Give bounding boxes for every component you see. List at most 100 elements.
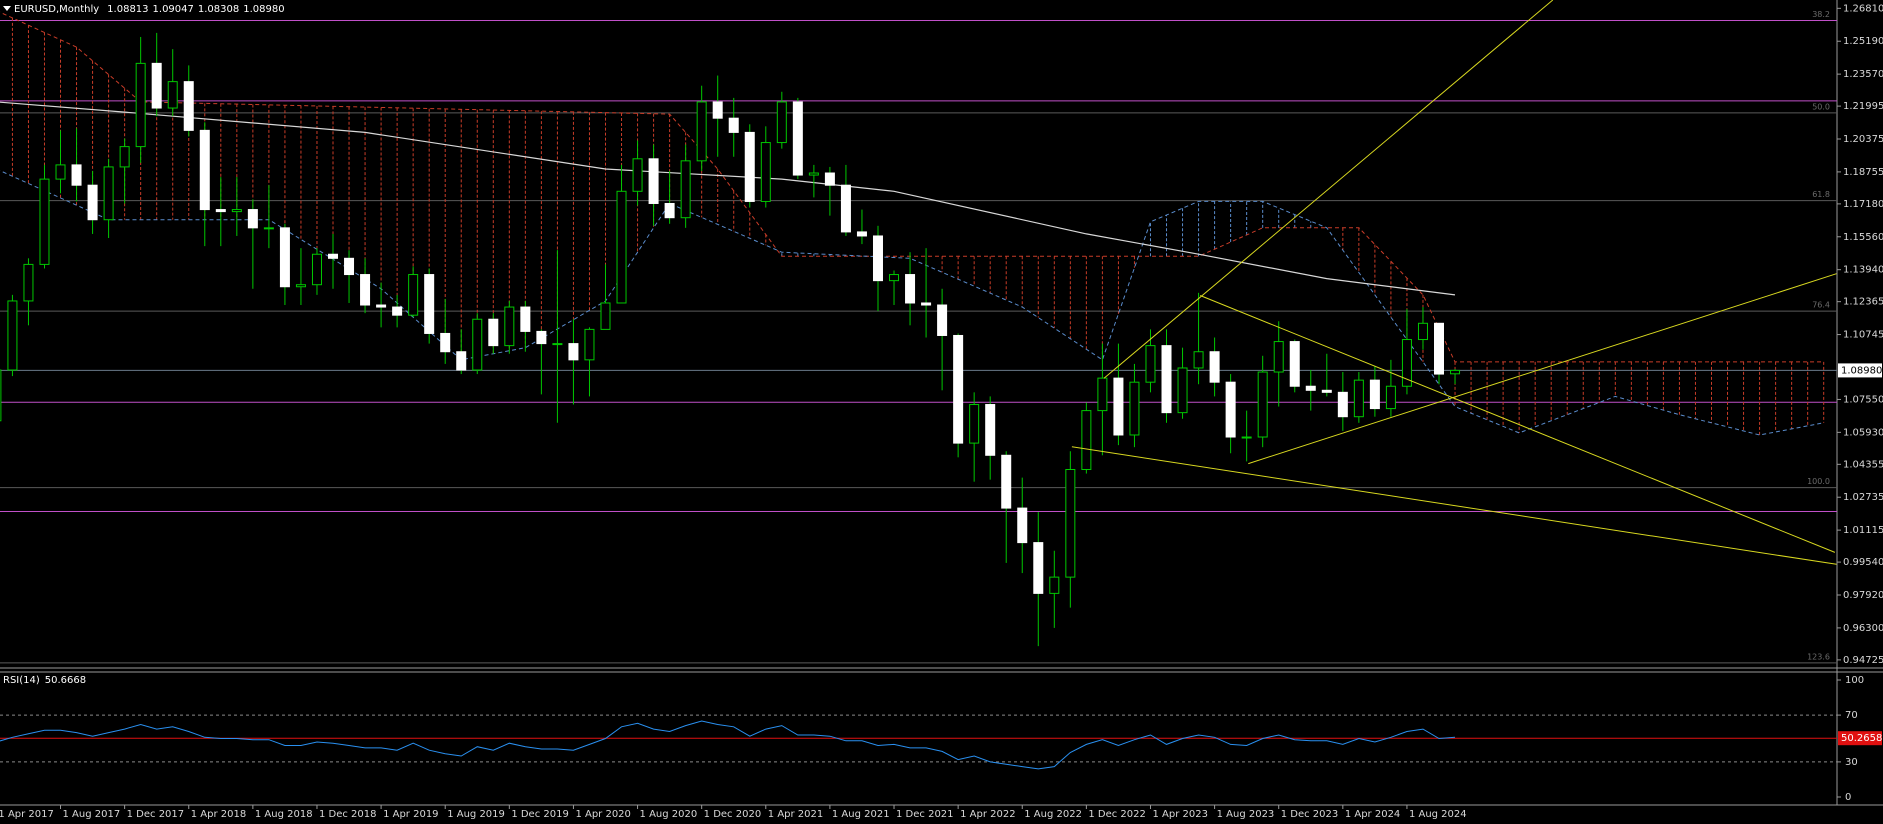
current-price-box: [1838, 363, 1882, 378]
fib-label: 38.2: [1812, 10, 1830, 19]
candle-body: [856, 231, 867, 237]
rsi-marker-box: [1838, 731, 1882, 746]
y-tick-label: 1.04355: [1843, 459, 1883, 470]
candle-body: [344, 257, 355, 276]
y-tick-label: 1.01115: [1843, 525, 1883, 536]
candle-body: [456, 351, 467, 371]
rsi-line: [0, 720, 1456, 770]
candle-body: [328, 253, 339, 259]
candle-body: [1033, 542, 1044, 594]
candle-body: [247, 209, 258, 229]
candle-body: [872, 235, 883, 282]
x-tick-label: 1 Aug 2023: [1217, 809, 1275, 820]
candle-body: [1241, 436, 1252, 439]
candle-body: [472, 318, 483, 371]
candle-body: [119, 146, 130, 168]
quote-high: 1.09047: [153, 4, 194, 15]
candle-body: [199, 129, 210, 211]
x-tick-label: 1 Apr 2019: [383, 809, 438, 820]
menu-arrow[interactable]: [3, 6, 11, 11]
x-tick-label: 1 Aug 2022: [1024, 809, 1082, 820]
x-tick-label: 1 Dec 2017: [127, 809, 185, 820]
y-tick-label: 1.18755: [1843, 167, 1883, 178]
rsi-y-tick-label: 0: [1845, 792, 1851, 803]
rsi-y-tick-label: 100: [1845, 675, 1864, 686]
candle-body: [1113, 377, 1124, 436]
candle-body: [392, 306, 403, 316]
x-tick-label: 1 Dec 2018: [319, 809, 377, 820]
y-tick-label: 1.12365: [1843, 297, 1883, 308]
candle-body: [600, 302, 611, 330]
y-tick-label: 1.07550: [1843, 394, 1883, 405]
candle-body: [1385, 385, 1396, 410]
chart-header: EURUSD,Monthly 1.08813 1.09047 1.08308 1.089…: [14, 4, 285, 15]
symbol-title: EURUSD,Monthly: [14, 4, 99, 15]
y-tick-label: 0.94725: [1843, 655, 1883, 666]
trendline: [1103, 0, 1554, 379]
y-tick-label: 1.13940: [1843, 265, 1883, 276]
rsi-header: RSI(14) 50.6668: [3, 675, 86, 686]
candle-body: [167, 81, 178, 109]
candle-body: [1257, 371, 1268, 438]
candle-body: [664, 202, 675, 219]
candle-body: [87, 184, 98, 221]
x-tick-label: 1 Apr 2017: [0, 809, 54, 820]
x-tick-label: 1 Aug 2020: [640, 809, 698, 820]
candle-body: [1097, 377, 1108, 412]
quote-open: 1.08813: [107, 4, 148, 15]
candle-body: [552, 343, 563, 346]
candle-body: [1193, 351, 1204, 369]
candle-body: [55, 164, 66, 180]
candle-body: [1209, 351, 1220, 383]
candle-body: [440, 332, 451, 353]
rsi-y-tick-label: 70: [1845, 710, 1858, 721]
x-tick-label: 1 Dec 2019: [511, 809, 569, 820]
candle-body: [632, 158, 643, 192]
y-tick-label: 1.02735: [1843, 492, 1883, 503]
trendline: [1071, 446, 1837, 565]
rsi-current: 50.6668: [45, 675, 86, 686]
x-tick-label: 1 Apr 2020: [575, 809, 630, 820]
current-price-label: 1.08980: [1841, 365, 1882, 376]
candle-body: [263, 227, 274, 230]
candle-body: [295, 284, 306, 288]
candle-body: [151, 62, 162, 109]
candle-body: [1129, 381, 1140, 436]
candle-body: [1017, 507, 1028, 544]
rsi-panel: [0, 714, 1837, 770]
candle-body: [921, 302, 932, 306]
x-tick-label: 1 Dec 2022: [1088, 809, 1146, 820]
candle-body: [0, 369, 2, 422]
candle-body: [568, 343, 579, 361]
candle-body: [23, 263, 34, 302]
cloud-span: [0, 170, 1824, 436]
x-tick-label: 1 Dec 2021: [896, 809, 954, 820]
candle-body: [408, 274, 419, 316]
candle-body: [536, 330, 547, 345]
y-tick-label: 1.15560: [1843, 232, 1883, 243]
candle-body: [905, 274, 916, 304]
rsi-title: RSI(14): [3, 675, 40, 686]
y-tick-label: 0.96300: [1843, 623, 1883, 634]
candle-body: [1369, 379, 1380, 410]
candle-body: [1289, 341, 1300, 387]
candle-body: [311, 253, 322, 286]
y-tick-label: 1.20375: [1843, 134, 1883, 145]
candle-body: [103, 166, 114, 221]
x-tick-label: 1 Aug 2017: [63, 809, 121, 820]
candle-body: [1450, 369, 1461, 375]
candle-body: [744, 131, 755, 202]
x-tick-label: 1 Aug 2021: [832, 809, 890, 820]
x-tick-label: 1 Dec 2020: [704, 809, 762, 820]
x-tick-label: 1 Apr 2021: [768, 809, 823, 820]
candle-body: [937, 304, 948, 336]
candle-body: [953, 334, 964, 444]
candle-body: [808, 172, 819, 176]
candle-body: [1081, 410, 1092, 471]
y-tick-label: 1.26810: [1843, 3, 1883, 14]
candle-body: [1305, 385, 1316, 391]
candle-body: [1145, 345, 1156, 383]
candle-body: [680, 160, 691, 219]
